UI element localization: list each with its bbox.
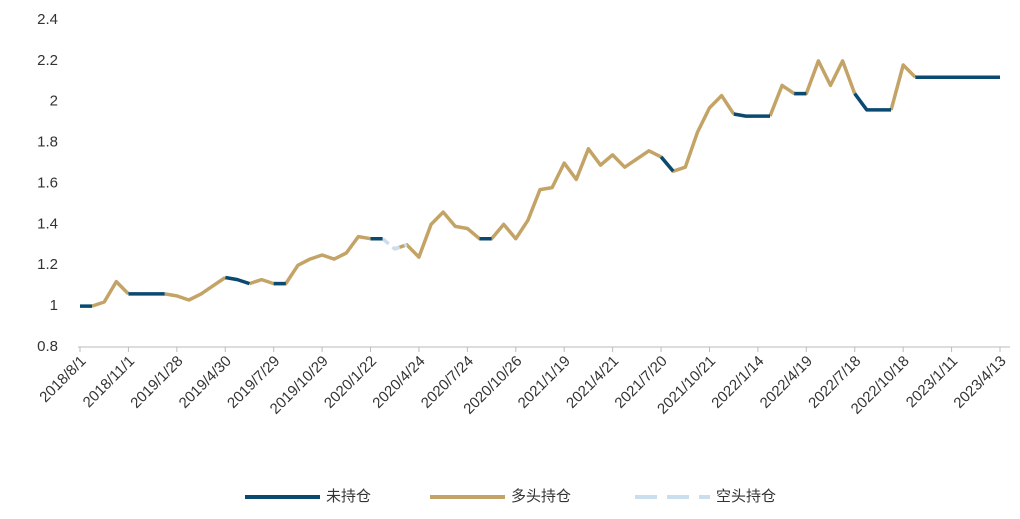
series-line — [381, 237, 408, 251]
series-line — [80, 75, 1000, 308]
y-tick-label: 0.8 — [37, 338, 58, 355]
series-line — [91, 59, 917, 308]
legend-label: 未持仓 — [326, 488, 371, 505]
y-tick-label: 1.6 — [37, 174, 58, 191]
legend-item: 多头持仓 — [430, 488, 571, 505]
y-tick-label: 2.2 — [37, 52, 58, 69]
y-tick-label: 1.4 — [37, 215, 58, 232]
x-tick-label: 2023/4/13 — [950, 353, 1009, 412]
y-tick-label: 2 — [50, 93, 58, 110]
legend-item: 空头持仓 — [635, 488, 776, 505]
y-tick-label: 2.4 — [37, 11, 58, 28]
legend-item: 未持仓 — [245, 488, 371, 505]
legend-label: 空头持仓 — [716, 488, 776, 505]
y-tick-label: 1 — [50, 297, 58, 314]
y-tick-label: 1.8 — [37, 134, 58, 151]
y-tick-label: 1.2 — [37, 256, 58, 273]
legend-label: 多头持仓 — [511, 488, 571, 505]
